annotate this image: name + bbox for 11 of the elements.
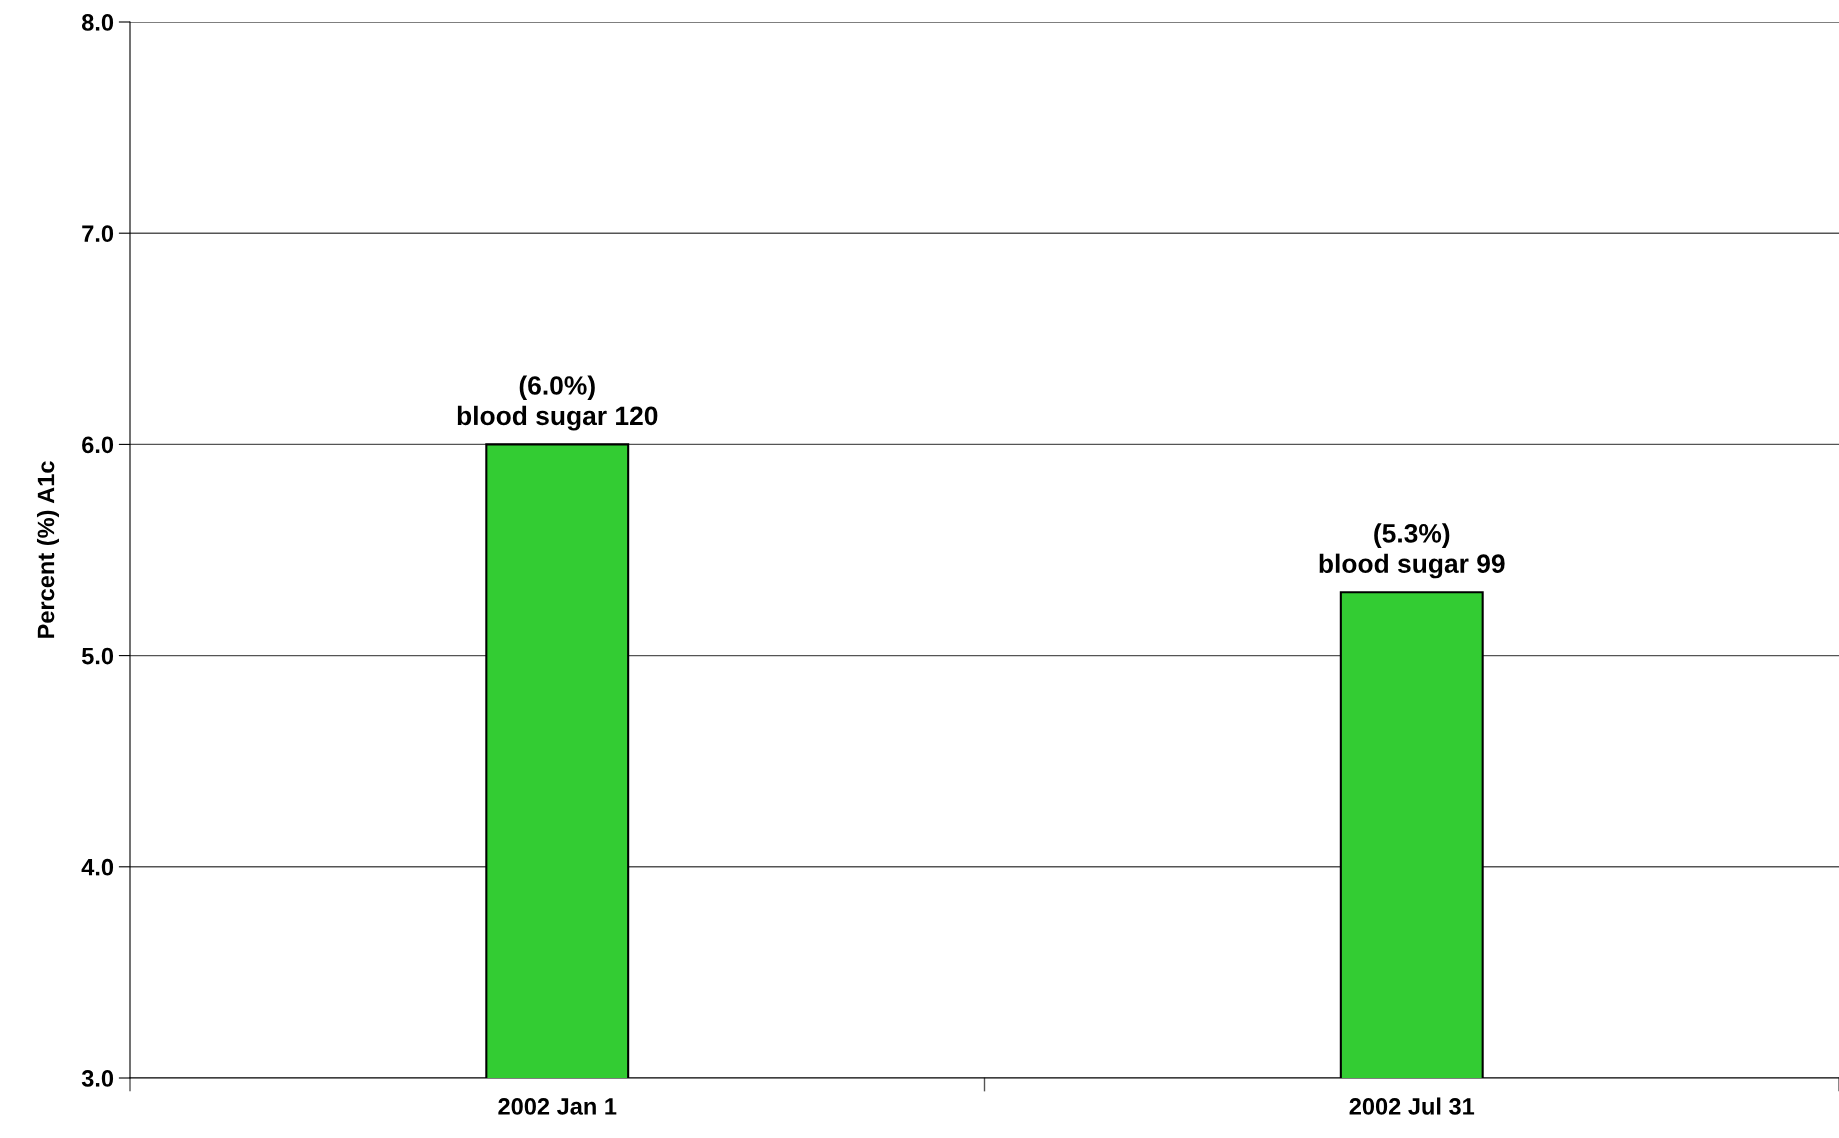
data-label: (5.3%) blood sugar 99	[1319, 523, 1505, 579]
y-tick-label: 3.0	[81, 1070, 114, 1087]
y-axis-title: Percent (%) A1c	[36, 461, 59, 638]
y-tick-label: 7.0	[82, 225, 114, 242]
y-tick-label: 6.0	[82, 436, 114, 454]
y-tick-label: 5.0	[81, 647, 114, 665]
y-tick-label: 8.0	[81, 14, 114, 31]
x-tick-label: 2002 Jan 1	[498, 1098, 617, 1115]
data-label: (6.0%) blood sugar 120	[457, 375, 658, 431]
x-tick-label: 2002 Jul 31	[1349, 1097, 1475, 1115]
y-tick-label: 4.0	[81, 858, 114, 876]
